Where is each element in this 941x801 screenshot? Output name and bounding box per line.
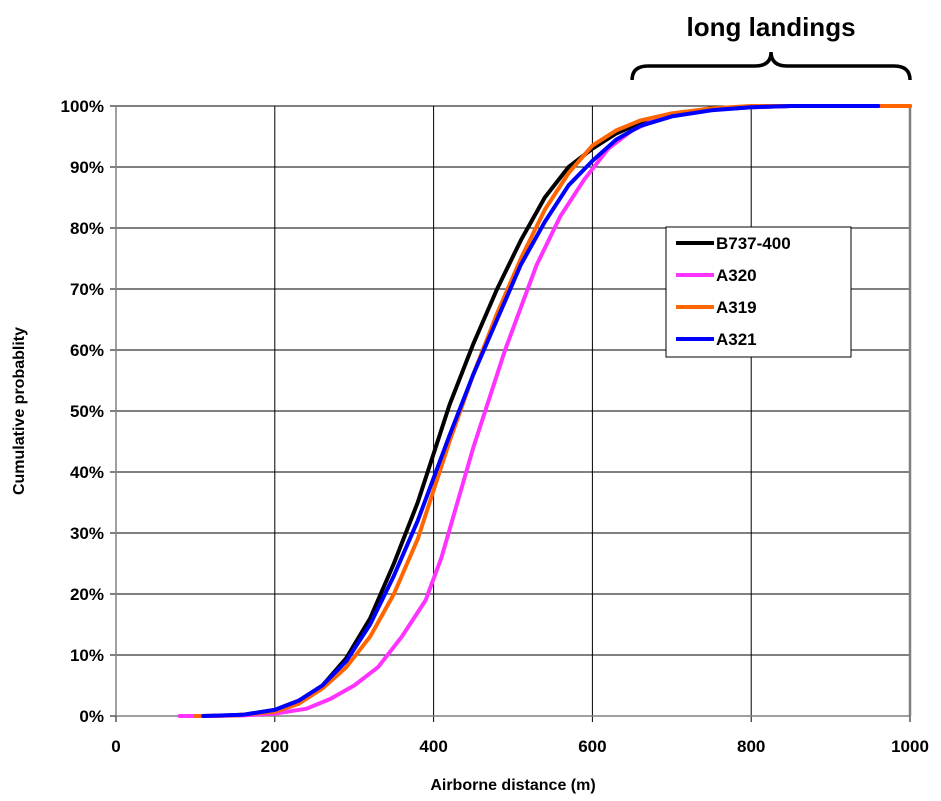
long-landings-brace: [630, 51, 912, 81]
long-landings-label: long landings: [687, 12, 856, 42]
x-tick-label: 400: [419, 737, 447, 756]
legend-label-a319: A319: [716, 298, 757, 317]
legend-label-a320: A320: [716, 266, 757, 285]
legend-label-b737-400: B737-400: [716, 234, 791, 253]
x-tick-label: 1000: [891, 737, 929, 756]
x-tick-label: 800: [737, 737, 765, 756]
annotation: long landings: [630, 12, 912, 81]
x-tick-label: 0: [111, 737, 120, 756]
y-tick-label: 50%: [70, 402, 104, 421]
x-axis-title: Airborne distance (m): [430, 777, 595, 794]
y-tick-label: 30%: [70, 524, 104, 543]
x-tick-label: 600: [578, 737, 606, 756]
x-tick-label: 200: [261, 737, 289, 756]
y-tick-label: 40%: [70, 463, 104, 482]
series-layer: [177, 104, 912, 718]
legend-box: [665, 226, 852, 358]
y-axis-title: Cumulative probablity: [11, 327, 28, 495]
tick-labels: 0% 10% 20% 30% 40% 50% 60% 70% 80% 90% 100% 0 200 400…: [61, 97, 929, 756]
y-tick-label: 0%: [79, 707, 104, 726]
legend-label-a321: A321: [716, 330, 757, 349]
y-tick-label: 80%: [70, 219, 104, 238]
y-tick-label: 70%: [70, 280, 104, 299]
y-tick-label: 100%: [61, 97, 104, 116]
legend-items: B737-400 A320 A319 A321: [676, 234, 791, 349]
series-line-a321: [201, 104, 881, 718]
y-tick-label: 60%: [70, 341, 104, 360]
y-tick-label: 10%: [70, 646, 104, 665]
legend: B737-400 A320 A319 A321: [665, 226, 852, 358]
y-tick-label: 20%: [70, 585, 104, 604]
y-tick-label: 90%: [70, 158, 104, 177]
